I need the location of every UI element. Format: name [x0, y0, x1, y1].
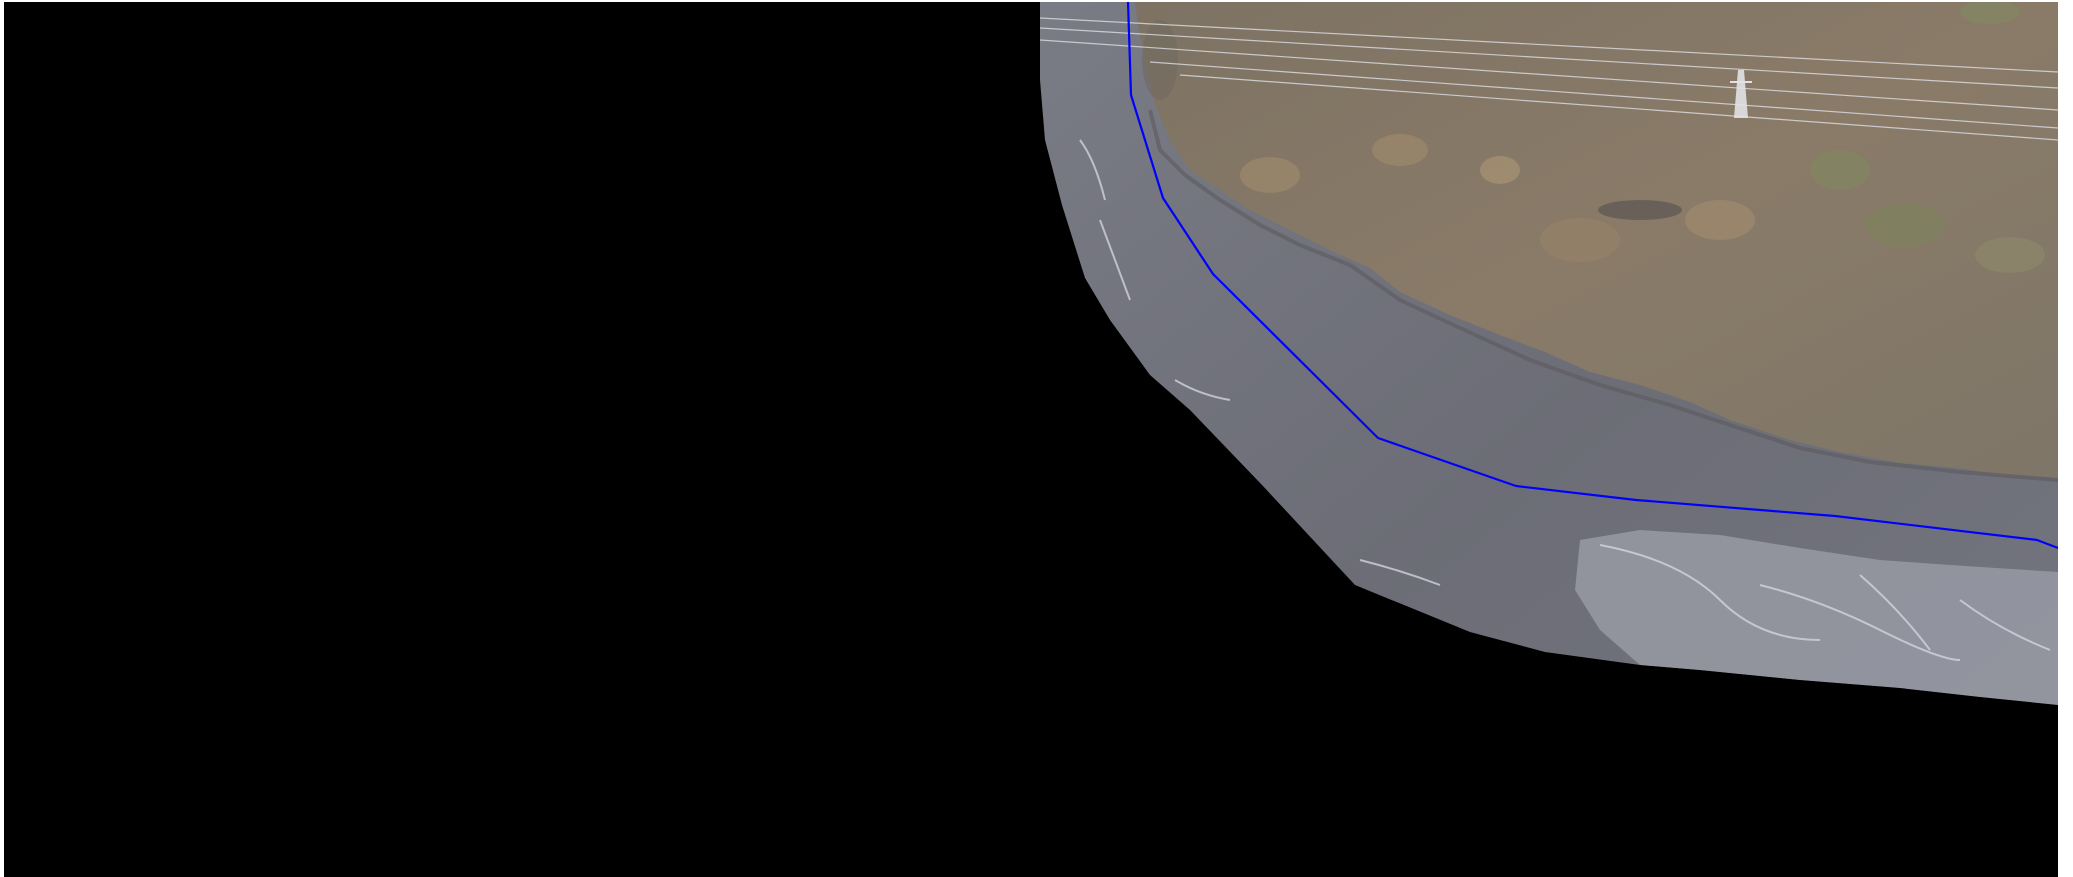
frame-right-border	[2058, 0, 2073, 877]
power-lines-layer	[1039, 17, 2059, 141]
frame-top-border	[0, 0, 2073, 2]
power-pylon-icon	[1730, 70, 1752, 118]
vegetation-texture	[1142, 2, 2045, 273]
lower-bank-foam	[1575, 530, 2058, 705]
power-line	[1039, 17, 2059, 73]
power-line	[1039, 39, 2059, 111]
power-line	[1149, 61, 2059, 129]
power-line	[1039, 27, 2059, 89]
river-centerline[interactable]	[1126, 1, 2059, 550]
aerial-orthophoto-layer	[1040, 2, 2058, 705]
foam-streaks	[1079, 139, 2051, 661]
frame-left-border	[0, 0, 4, 877]
bank-edge-shadow	[1148, 109, 2058, 482]
power-line	[1179, 74, 2059, 141]
